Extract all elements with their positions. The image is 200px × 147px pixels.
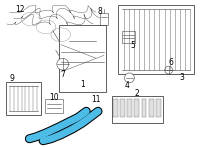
Text: 12: 12 (15, 5, 24, 14)
Bar (142, 100, 146, 117)
Bar (118, 5, 194, 74)
Bar (156, 100, 161, 117)
Bar (6, 82, 41, 115)
Circle shape (57, 58, 69, 70)
Text: 1: 1 (80, 80, 85, 89)
Bar (112, 96, 163, 123)
Text: 3: 3 (179, 73, 184, 82)
Bar (45, 100, 63, 113)
Bar (120, 100, 125, 117)
Text: 9: 9 (9, 74, 14, 83)
Bar (134, 100, 139, 117)
Circle shape (125, 73, 134, 83)
Text: 2: 2 (135, 89, 140, 98)
Bar (122, 31, 135, 43)
Bar (100, 13, 108, 25)
Bar (59, 25, 106, 92)
Text: 5: 5 (130, 41, 135, 50)
Bar (113, 100, 118, 117)
Text: 10: 10 (49, 93, 59, 102)
Circle shape (165, 66, 173, 74)
Text: 6: 6 (168, 58, 173, 67)
Text: 4: 4 (125, 81, 130, 90)
Bar (127, 100, 132, 117)
Bar (149, 100, 154, 117)
Text: 11: 11 (91, 95, 101, 104)
Text: 7: 7 (60, 70, 65, 80)
Text: 8: 8 (98, 7, 102, 16)
